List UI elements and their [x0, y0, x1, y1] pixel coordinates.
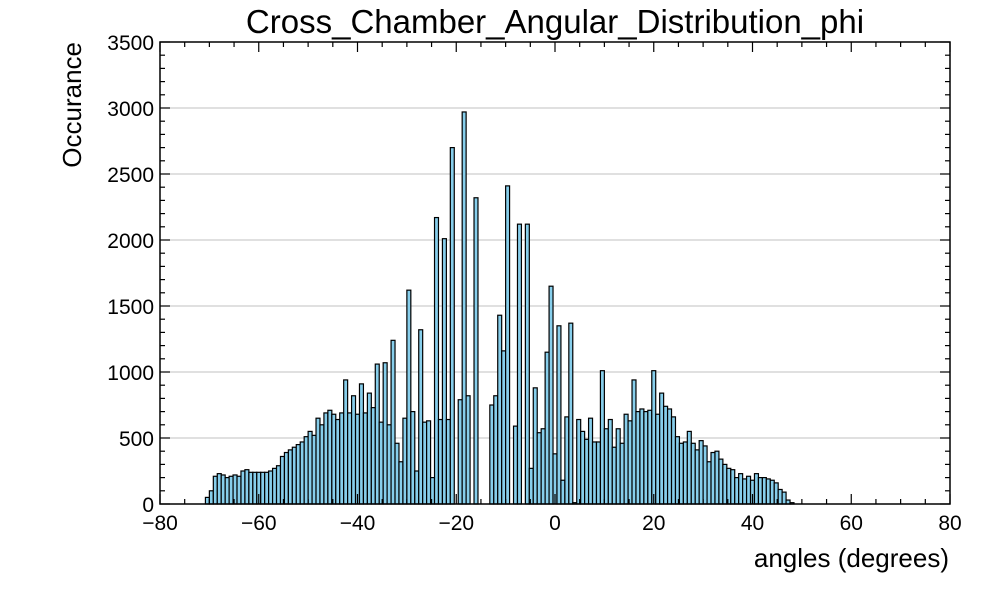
x-tick-label: 80 — [938, 512, 961, 535]
histogram-bar — [524, 223, 530, 505]
histogram-bar — [449, 147, 455, 505]
y-tick-label: 1500 — [107, 296, 154, 319]
bars — [204, 111, 795, 505]
x-tick-label: −20 — [438, 512, 474, 535]
y-axis-label: Occurance — [57, 42, 87, 168]
gridlines — [160, 107, 950, 439]
histogram-bar — [465, 395, 471, 505]
y-tick-label: 3500 — [107, 32, 154, 55]
y-tick-label: 0 — [142, 494, 154, 517]
histogram-bar — [568, 322, 574, 505]
x-tick-label: −60 — [241, 512, 277, 535]
y-tick-label: 1000 — [107, 362, 154, 385]
axis-ticks — [159, 41, 951, 505]
plot-frame — [159, 41, 951, 505]
y-tick-label: 3000 — [107, 98, 154, 121]
y-tick-label: 2500 — [107, 164, 154, 187]
x-tick-label: 40 — [741, 512, 764, 535]
histogram-bar — [473, 197, 479, 505]
x-tick-label: −40 — [340, 512, 376, 535]
histogram-bar — [505, 185, 511, 505]
tick-labels: −80 −60 −40 −20 0 20 40 60 80 0 500 1000 1500 2000 250… — [107, 32, 961, 535]
y-tick-label: 2000 — [107, 230, 154, 253]
x-axis-label: angles (degrees) — [754, 543, 949, 573]
chart-title: Cross_Chamber_Angular_Distribution_phi — [246, 3, 864, 40]
x-tick-label: 20 — [642, 512, 665, 535]
x-tick-label: 60 — [840, 512, 863, 535]
histogram-bar — [556, 325, 562, 505]
y-tick-label: 500 — [119, 428, 154, 451]
x-tick-label: −80 — [142, 512, 178, 535]
histogram-bar — [516, 223, 523, 505]
x-tick-label: 0 — [549, 512, 561, 535]
